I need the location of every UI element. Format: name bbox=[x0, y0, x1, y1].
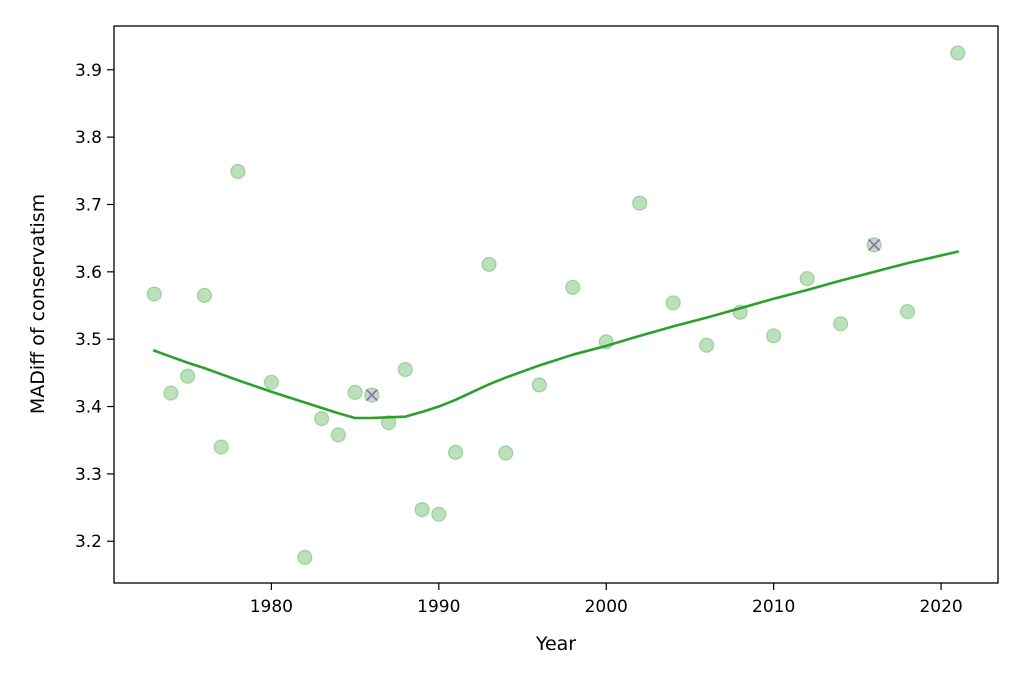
x-tick-label: 1980 bbox=[250, 597, 293, 617]
y-tick-label: 3.7 bbox=[75, 195, 102, 215]
scatter-point bbox=[950, 45, 966, 61]
scatter-point bbox=[766, 328, 782, 344]
y-tick-label: 3.4 bbox=[75, 398, 102, 418]
y-tick-label: 3.3 bbox=[75, 465, 102, 485]
scatter-point bbox=[431, 506, 447, 522]
y-tick-label: 3.9 bbox=[75, 61, 102, 81]
x-axis: 1980 1990 2000 2010 2020 bbox=[250, 583, 963, 617]
trend-line bbox=[152, 250, 960, 420]
scatter-point bbox=[180, 368, 196, 384]
scatter-point bbox=[314, 411, 330, 427]
y-axis: 3.2 3.3 3.4 3.5 3.6 3.7 3.8 3.9 bbox=[75, 61, 114, 552]
scatter-point bbox=[899, 303, 916, 320]
scatter-point bbox=[632, 195, 648, 211]
y-tick-label: 3.5 bbox=[75, 330, 102, 350]
scatter-point bbox=[447, 444, 464, 460]
scatter-point bbox=[481, 256, 497, 273]
scatter-point bbox=[163, 385, 179, 401]
scatter-point bbox=[297, 549, 313, 566]
scatter-point bbox=[397, 361, 413, 378]
scatter-point bbox=[330, 427, 346, 443]
scatter-point bbox=[347, 384, 363, 400]
x-tick-label: 2020 bbox=[919, 597, 962, 617]
x-marker bbox=[365, 389, 378, 402]
y-tick-label: 3.8 bbox=[75, 128, 102, 148]
y-tick-label: 3.2 bbox=[75, 532, 102, 552]
scatter-point bbox=[699, 337, 715, 353]
x-tick-label: 1990 bbox=[417, 597, 460, 617]
x-marker bbox=[868, 238, 881, 251]
scatter-point bbox=[665, 295, 681, 311]
y-tick-label: 3.6 bbox=[75, 263, 102, 283]
scatter-point bbox=[263, 374, 279, 390]
x-tick-label: 2000 bbox=[585, 597, 628, 617]
scatter-point bbox=[230, 163, 246, 180]
x-axis-label: Year bbox=[535, 633, 576, 655]
scatter-point bbox=[799, 270, 815, 287]
scatter-point bbox=[565, 279, 581, 295]
plot-frame bbox=[113, 25, 999, 584]
scatter-point bbox=[531, 377, 547, 393]
scatter-point bbox=[196, 287, 213, 304]
scatter-point bbox=[146, 286, 162, 302]
x-tick-label: 2010 bbox=[752, 597, 795, 617]
y-axis-label: MADiff of conservatism bbox=[27, 194, 49, 414]
scatter-point bbox=[414, 501, 430, 518]
scatter-point bbox=[213, 439, 229, 455]
scatter-point bbox=[380, 415, 397, 431]
scatter-point bbox=[833, 316, 849, 332]
plot-marks bbox=[146, 45, 966, 566]
scatter-point bbox=[498, 445, 514, 461]
